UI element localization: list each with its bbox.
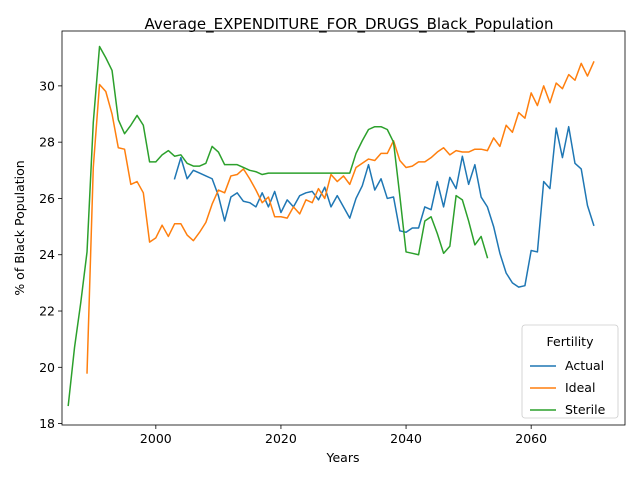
legend-box <box>521 324 619 419</box>
y-tick-label: 24 <box>39 247 55 262</box>
x-tick-label: 2060 <box>515 431 547 446</box>
y-axis: 18 20 22 24 26 28 30 <box>39 78 62 431</box>
x-tick-label: 2020 <box>265 431 297 446</box>
y-tick-label: 26 <box>39 191 55 206</box>
legend-label-ideal: Ideal <box>565 380 595 395</box>
x-axis-label: Years <box>326 450 360 465</box>
y-axis-label: % of Black Population <box>12 160 27 295</box>
y-tick-label: 28 <box>39 135 55 150</box>
x-axis: 2000 2020 2040 2060 <box>140 425 547 446</box>
series-line-ideal <box>86 60 595 374</box>
y-tick-label: 18 <box>39 416 55 431</box>
plot-area <box>67 45 595 407</box>
y-tick-label: 20 <box>39 360 55 375</box>
series-line-actual <box>173 125 595 288</box>
x-tick-label: 2000 <box>140 431 172 446</box>
axes-frame <box>61 30 626 426</box>
legend-label-sterile: Sterile <box>565 402 606 417</box>
legend-label-actual: Actual <box>565 358 604 373</box>
x-tick-label: 2040 <box>390 431 422 446</box>
series-line-sterile <box>67 45 489 407</box>
legend-title: Fertility <box>547 334 595 349</box>
y-tick-label: 22 <box>39 304 55 319</box>
y-tick-label: 30 <box>39 78 55 93</box>
legend-items: Actual Ideal Sterile <box>530 358 606 417</box>
legend: Fertility Actual Ideal Sterile <box>521 324 619 419</box>
chart-title: Average_EXPENDITURE_FOR_DRUGS_Black_Popu… <box>145 15 554 34</box>
